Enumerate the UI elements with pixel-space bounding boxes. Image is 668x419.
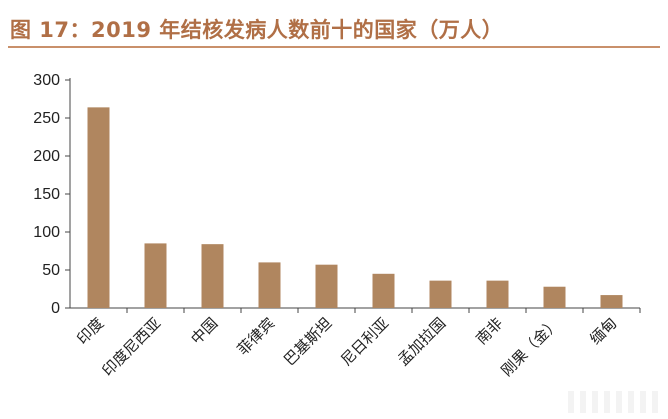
bar xyxy=(429,280,452,308)
x-tick-label: 中国 xyxy=(187,314,221,348)
x-tick-label: 印度 xyxy=(73,314,107,348)
chart-title: 图 17：2019 年结核发病人数前十的国家（万人） xyxy=(10,18,504,42)
bar xyxy=(201,244,224,308)
y-tick-label: 200 xyxy=(33,148,60,165)
bar xyxy=(600,295,623,308)
x-tick-label: 缅甸 xyxy=(586,314,620,348)
x-tick-label: 孟加拉国 xyxy=(394,314,449,369)
bar xyxy=(315,264,338,308)
bar xyxy=(372,273,395,308)
bar xyxy=(486,280,509,308)
y-tick-label: 100 xyxy=(33,224,60,241)
y-tick-label: 250 xyxy=(33,110,60,127)
y-tick-label: 300 xyxy=(33,72,60,89)
x-tick-label: 菲律宾 xyxy=(234,314,279,359)
y-tick-label: 150 xyxy=(33,186,60,203)
x-tick-label: 南非 xyxy=(472,314,506,348)
bar xyxy=(144,243,167,308)
bar xyxy=(87,107,110,308)
bar xyxy=(258,262,281,308)
x-tick-label: 刚果（金） xyxy=(498,314,564,380)
x-tick-label: 尼日利亚 xyxy=(337,314,392,369)
bar xyxy=(543,286,566,308)
watermark xyxy=(568,391,660,413)
x-tick-label: 印度尼西亚 xyxy=(99,314,165,380)
x-tick-label: 巴基斯坦 xyxy=(280,314,335,369)
title-bar: 图 17：2019 年结核发病人数前十的国家（万人） xyxy=(8,10,660,48)
y-tick-label: 0 xyxy=(51,300,60,317)
y-tick-label: 50 xyxy=(42,262,60,279)
